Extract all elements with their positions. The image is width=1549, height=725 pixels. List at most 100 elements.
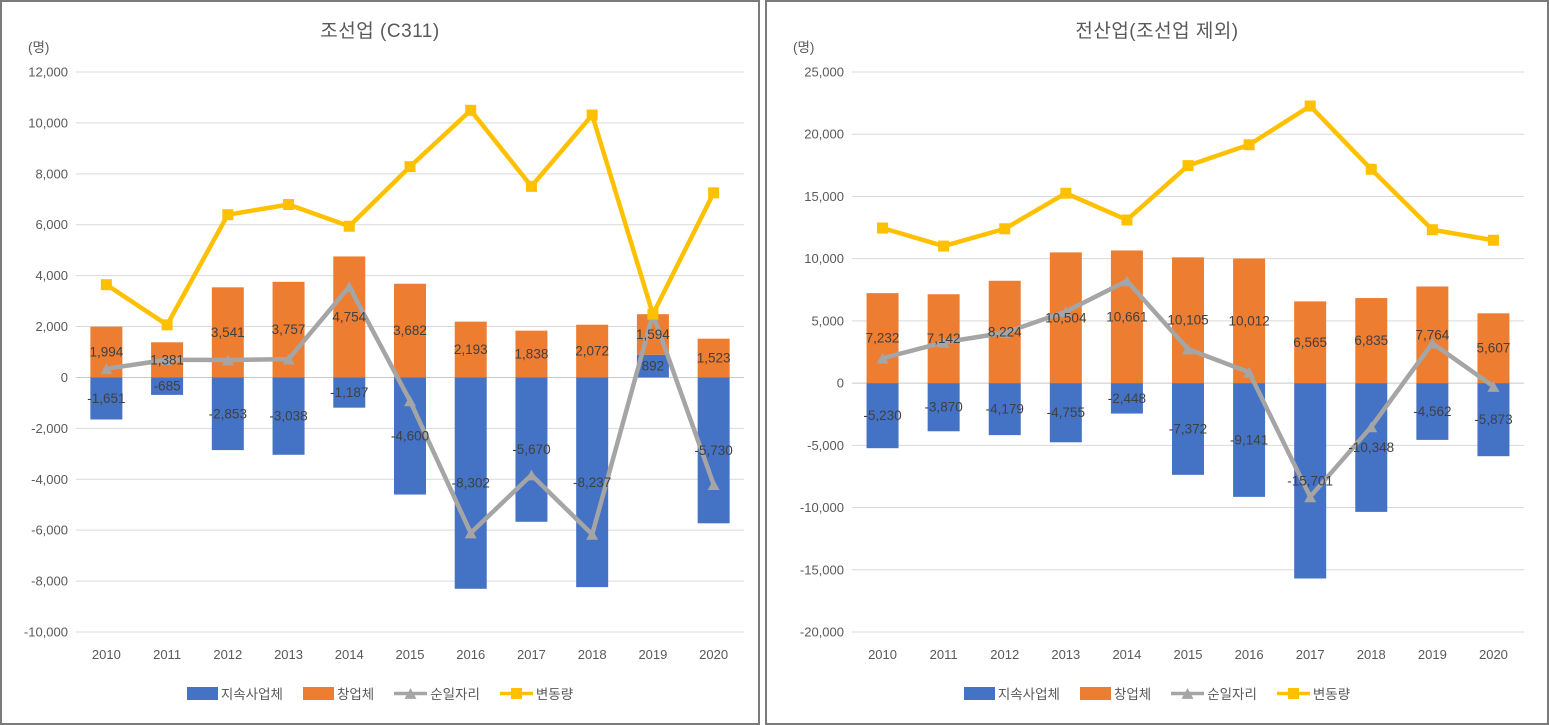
bar-segment [211,377,244,451]
legend-line-swatch-icon [394,687,428,699]
x-axis-category-label: 2010 [92,647,121,662]
line-series-square-marker [1060,187,1072,199]
x-axis-category-label: 2012 [990,647,1019,662]
bar-data-label: 10,504 [1045,310,1087,325]
bar-data-label: 5,607 [1477,341,1511,356]
bar-data-label: 7,142 [927,331,961,346]
legend-item: 변동량 [499,683,573,703]
line-series-triangle-marker [937,336,950,348]
bar-segment [866,383,899,449]
legend-bar-swatch-icon [1079,686,1111,700]
bar-data-label: 6,565 [1293,335,1327,350]
y-axis-tick-label: -20,000 [800,625,844,640]
line-series-square-marker [1426,224,1438,236]
bar-data-label: 4,754 [332,309,366,324]
legend-label: 지속사업체 [997,687,1060,702]
line-series-square-marker [525,180,537,192]
chart-panel-shipbuilding: (명) 조선업 (C311) -10,000 -8,000 -6,000 -4,000… [0,0,760,725]
bar-data-label: 1,381 [150,352,184,367]
line-series-square-marker [404,161,416,173]
legend-all-industries: 지속사업체 창업체 순일자리 변동량 [767,683,1547,703]
bar-data-label: -5,873 [1474,412,1512,427]
bar-segment [1172,257,1204,384]
line-series-triangle-marker [525,469,538,481]
line-series-triangle-marker [161,354,174,366]
y-axis-tick-label: -10,000 [800,500,844,515]
line-series-square-marker [283,198,295,210]
line-series-triangle-marker [343,281,356,293]
line-series-square-marker [1182,160,1194,172]
bar-data-label: 2,193 [454,342,488,357]
bar-data-label: 3,682 [393,323,427,338]
legend-label: 창업체 [336,687,375,702]
bar-segment [636,354,669,378]
line-series-square-marker [161,319,173,331]
bar-segment [515,377,548,522]
legend-item: 창업체 [1079,683,1151,703]
x-axis-category-label: 2017 [517,647,546,662]
bar-data-label: -8,237 [573,475,611,490]
bar-segment [1294,383,1327,579]
bar-data-label: -3,870 [924,400,962,415]
bar-data-label: -2,853 [209,406,247,421]
x-axis-category-label: 2012 [213,647,242,662]
bar-data-label: 6,835 [1354,333,1388,348]
bar-data-label: 3,541 [211,325,245,340]
bar-segment [1049,252,1082,384]
legend-triangle-marker [1181,687,1194,699]
legend-square-marker [510,687,522,699]
legend-item: 변동량 [1276,683,1350,703]
bar-segment [576,324,609,378]
y-axis-unit-label: (명) [28,40,50,55]
bar-data-label: -4,179 [986,402,1024,417]
legend-item: 순일자리 [394,683,480,703]
legend-line-swatch-icon [1276,687,1310,699]
bar-data-label: 1,523 [697,351,731,366]
line-series [880,103,1496,249]
bar-data-label: 1,994 [89,345,123,360]
y-axis-tick-label: 15,000 [804,189,844,204]
bar-segment [1416,286,1449,384]
legend-item: 창업체 [302,683,375,703]
y-axis-tick-label: -5,000 [807,438,844,453]
line-series-square-marker [1243,139,1255,151]
x-axis-category-label: 2020 [699,647,728,662]
x-axis-category-label: 2013 [1051,647,1080,662]
line-series-square-marker [1304,100,1316,112]
x-axis-category-label: 2010 [868,647,897,662]
line-series-triangle-marker [221,354,234,366]
x-axis-category-label: 2018 [1357,647,1386,662]
chart-title-shipbuilding: 조선업 (C311) [320,21,440,42]
line-series-triangle-marker [282,353,295,365]
y-axis-tick-label: -6,000 [31,523,68,538]
x-axis-category-label: 2015 [1174,647,1203,662]
line-series-triangle-marker [100,363,113,375]
line-series-square-marker [100,279,112,291]
x-axis-category-label: 2019 [638,647,667,662]
legend-bar-swatch-icon [186,686,218,700]
bar-data-label: -2,448 [1108,391,1146,406]
y-axis-tick-label: -8,000 [31,574,68,589]
bar-data-label: 10,012 [1228,313,1269,328]
y-axis-tick-label: 0 [61,370,68,385]
bar-segment [515,330,548,378]
bar-data-label: 2,072 [575,344,609,359]
line-series-triangle-marker [1426,337,1439,349]
bar-segment [1294,301,1327,384]
line-series-triangle-marker [1365,421,1378,433]
y-axis-tick-label: -10,000 [24,625,68,640]
line-series-triangle-marker [586,528,599,540]
line-series-triangle-marker [1059,306,1072,317]
chart-panel-all-industries: (명) 전산업(조선업 제외) -20,000 -15,000 -10,000 -5,… [765,0,1549,725]
y-axis-tick-label: -4,000 [31,472,68,487]
x-axis-category-label: 2016 [456,647,485,662]
bar-data-label: -8,302 [452,476,490,491]
line-series-square-marker [586,109,598,121]
x-axis-category-label: 2020 [1479,647,1508,662]
x-axis-category-label: 2015 [396,647,425,662]
bar-data-label: 10,105 [1167,313,1208,328]
line-series-square-marker [343,220,355,232]
y-axis-tick-label: 12,000 [28,65,68,80]
line-series-square-marker [465,104,477,116]
bar-data-label: -15,701 [1287,473,1333,488]
